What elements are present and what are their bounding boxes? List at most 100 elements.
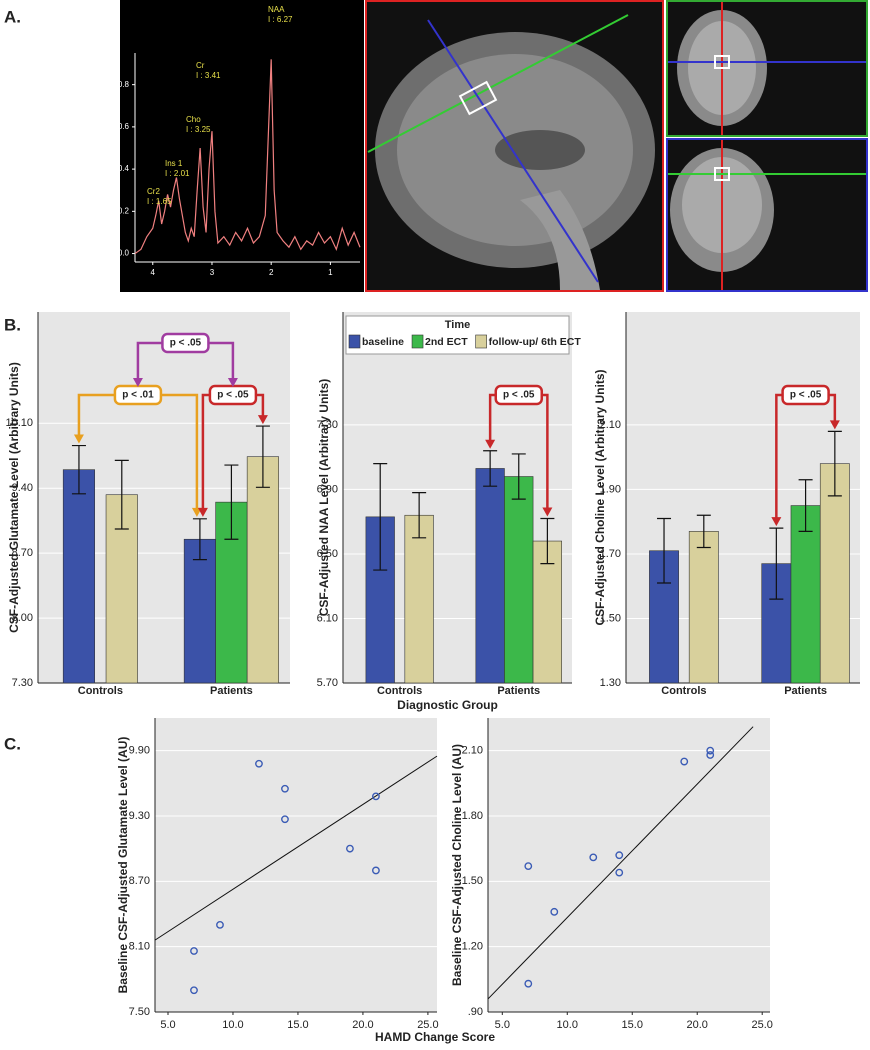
x-tick-label: 5.0 [160,1019,175,1031]
y-tick-label: 1.50 [600,612,621,624]
y-tick-label: 1.20 [462,941,483,953]
error-bar [412,492,427,539]
y-tick-label: 6.50 [317,548,338,560]
legend-label: 2nd ECT [425,336,468,348]
data-point [372,866,380,875]
annotation: p < .05 [170,338,202,349]
peak-label: I : 3.41 [196,71,221,80]
annotation: p < .05 [217,390,249,401]
x-tick-label: Controls [78,685,123,697]
y-axis-title: CSF-Adjusted NAA Level (Arbitrary Units) [317,379,331,617]
error-bar [373,463,388,571]
x-tick-label: 10.0 [557,1019,578,1031]
bar [404,514,434,684]
peak-label: I : 6.27 [268,15,293,24]
data-point [524,862,533,870]
annotation-box [161,332,210,354]
x-tick-label: Patients [784,685,827,697]
error-bar [71,444,86,495]
x-tick-label: 25.0 [751,1019,772,1031]
bar [504,476,534,684]
error-bar [192,518,207,561]
bar [819,463,850,684]
panel-label: C. [4,734,21,753]
y-tick-label: 0.2 [118,206,130,215]
legend-swatch [475,334,487,349]
y-tick-label: 8.00 [12,612,33,624]
peak-label: Ins 1 [165,159,183,168]
y-tick-label: 9.40 [12,482,33,494]
y-tick-label: 8.70 [12,547,33,559]
y-tick-label: 1.50 [462,875,483,887]
panel-label: B. [4,315,21,334]
x-tick-label: 10.0 [222,1019,243,1031]
arrow-head [771,517,782,527]
x-axis-title: Diagnostic Group [397,698,498,712]
peak-label: Cr [196,61,205,70]
arrow-head [197,507,208,517]
x-tick-label: 20.0 [687,1019,708,1031]
error-bar [798,479,813,532]
x-tick-label: Patients [210,685,253,697]
y-tick-label: 0.0 [118,249,130,258]
coronal-image [666,138,868,292]
x-tick-label: 3 [210,268,215,277]
y-tick-label: 1.90 [600,483,621,495]
annotation-box [494,384,544,406]
peak-label: I : 3.25 [186,125,211,134]
data-point [680,757,689,766]
data-point [255,759,263,768]
plot-background [155,718,437,1012]
bar [790,505,821,684]
bar [475,468,505,684]
x-tick-label: 2 [269,268,274,277]
data-point [550,907,559,916]
error-bar [224,464,239,540]
bar [246,456,279,684]
peak-label: I : 1.65 [147,197,172,206]
y-tick-label: 0.6 [118,122,130,131]
y-tick-label: 1.30 [600,677,621,689]
arrow-head [227,378,238,387]
error-bar [827,430,842,497]
x-tick-label: 25.0 [417,1019,438,1031]
x-tick-label: 4 [151,268,156,277]
y-tick-label: .90 [468,1006,483,1018]
y-tick-label: 2.10 [462,745,483,757]
plot-background [488,718,770,1012]
error-bar [657,517,672,584]
x-tick-label: 5.0 [495,1019,510,1031]
data-point [615,851,624,860]
legend-box [345,315,570,355]
error-bar [511,453,526,500]
data-point [589,853,598,862]
x-tick-label: 20.0 [352,1019,373,1031]
arrow-head [542,507,553,517]
x-tick-label: Controls [377,685,422,697]
arrow-head [132,378,143,387]
error-bar [696,514,711,549]
annotation: p < .05 [790,390,822,401]
data-point [281,784,289,793]
error-bar [769,527,784,600]
y-tick-label: 7.30 [12,677,33,689]
y-axis-title: Baseline CSF-Adjusted Choline Level (AU) [450,744,464,986]
arrow-head [257,415,268,425]
y-tick-label: 10.10 [5,417,33,429]
x-tick-label: Patients [497,685,540,697]
y-tick-label: 2.10 [600,419,621,431]
legend-label: baseline [362,336,404,348]
y-tick-label: 6.10 [317,612,338,624]
error-bar [540,517,555,565]
bar [183,538,216,684]
arrow-head [829,420,840,430]
annotation: p < .01 [122,390,154,401]
y-axis-title: CSF-Adjusted Choline Level (Arbitrary Un… [593,369,607,625]
peak-label: I : 2.01 [165,169,190,178]
annotation: p < .05 [503,390,535,401]
y-axis-title: CSF-Adjusted Glutamate Level (Arbitrary … [7,362,21,633]
y-tick-label: 6.90 [317,483,338,495]
bar [649,550,679,684]
